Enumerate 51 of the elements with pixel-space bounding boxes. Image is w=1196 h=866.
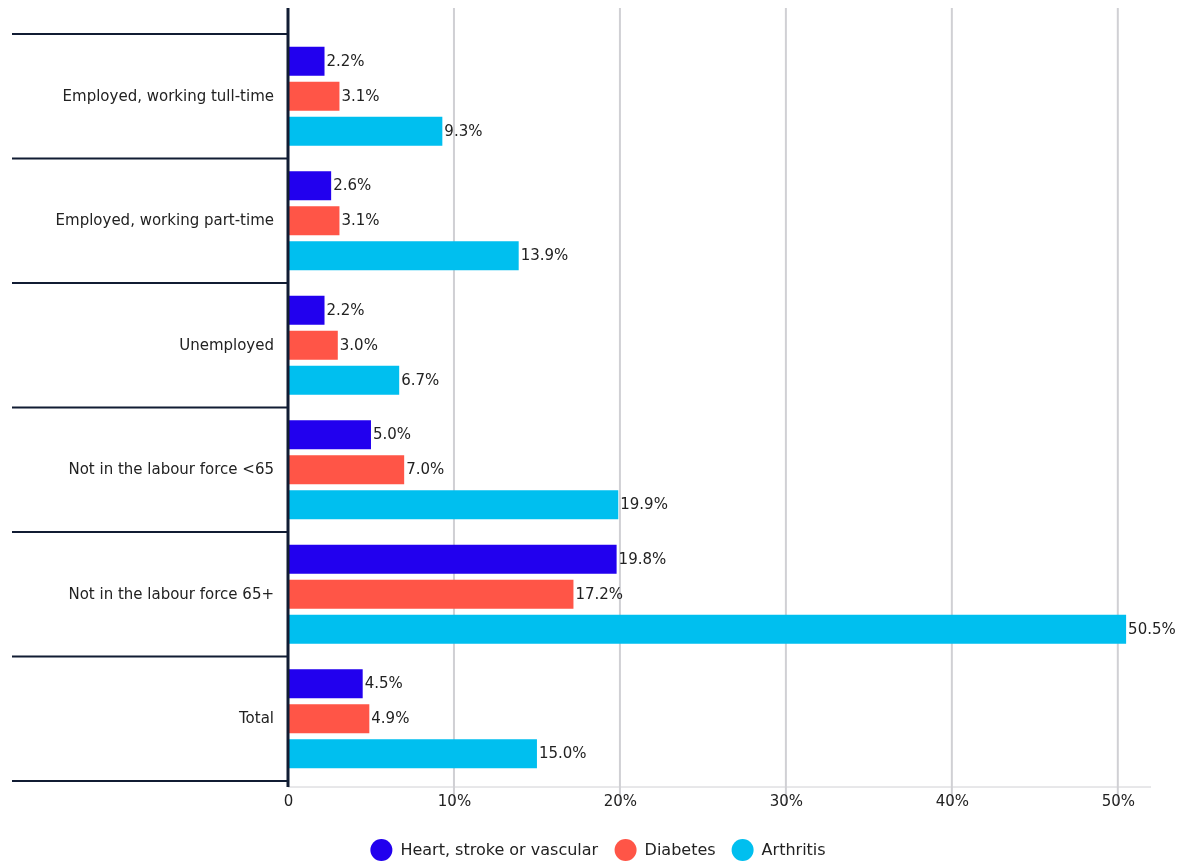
data-label: 4.5% [364,674,403,693]
bar [288,330,338,360]
bar [288,206,340,236]
x-tick-label: 0 [283,791,294,810]
bar [288,704,370,734]
x-tick-label: 40% [935,791,970,810]
y-tick-label: Unemployed [179,335,274,354]
y-tick-label: Not in the labour force 65+ [68,584,274,603]
data-label: 2.2% [326,51,365,70]
bar [288,455,405,485]
bar [288,544,617,574]
legend-label: Heart, stroke or vascular [400,839,599,859]
data-label: 19.8% [618,549,667,568]
bar [288,490,619,520]
bar [288,295,325,325]
data-label: 2.6% [333,176,372,195]
legend-label: Diabetes [644,839,716,859]
data-label: 6.7% [401,370,440,389]
x-tick-label: 50% [1101,791,1135,810]
y-tick-label: Total [237,709,274,728]
bar [288,614,1127,644]
x-tick-label: 10% [437,791,472,810]
data-label: 3.1% [341,211,380,230]
data-label: 15.0% [538,744,587,763]
data-label: 19.9% [620,495,668,514]
data-label: 2.2% [326,300,365,319]
bar [288,116,443,146]
data-label: 3.0% [339,335,378,354]
data-label: 3.1% [341,86,380,105]
data-label: 7.0% [406,460,445,479]
bar [288,669,363,699]
x-tick-label: 20% [603,791,638,810]
bar [288,420,371,450]
bar [288,171,332,201]
data-label: 4.9% [371,709,410,728]
x-tick-label: 30% [769,791,804,810]
bar [288,81,340,111]
bar [288,365,400,395]
bar [288,579,574,609]
y-tick-label: Not in the labour force <65 [68,460,274,479]
y-tick-label: Employed, working part-time [55,211,274,230]
data-label: 5.0% [372,425,412,444]
data-label: 13.9% [520,246,569,265]
bar [288,46,325,76]
data-label: 50.5% [1128,619,1176,638]
bar [288,241,519,271]
bar [288,739,537,769]
y-tick-label: Employed, working tull-time [62,86,274,105]
data-label: 9.3% [444,121,483,140]
legend-label: Arthritis [761,839,826,859]
data-label: 17.2% [575,584,624,603]
